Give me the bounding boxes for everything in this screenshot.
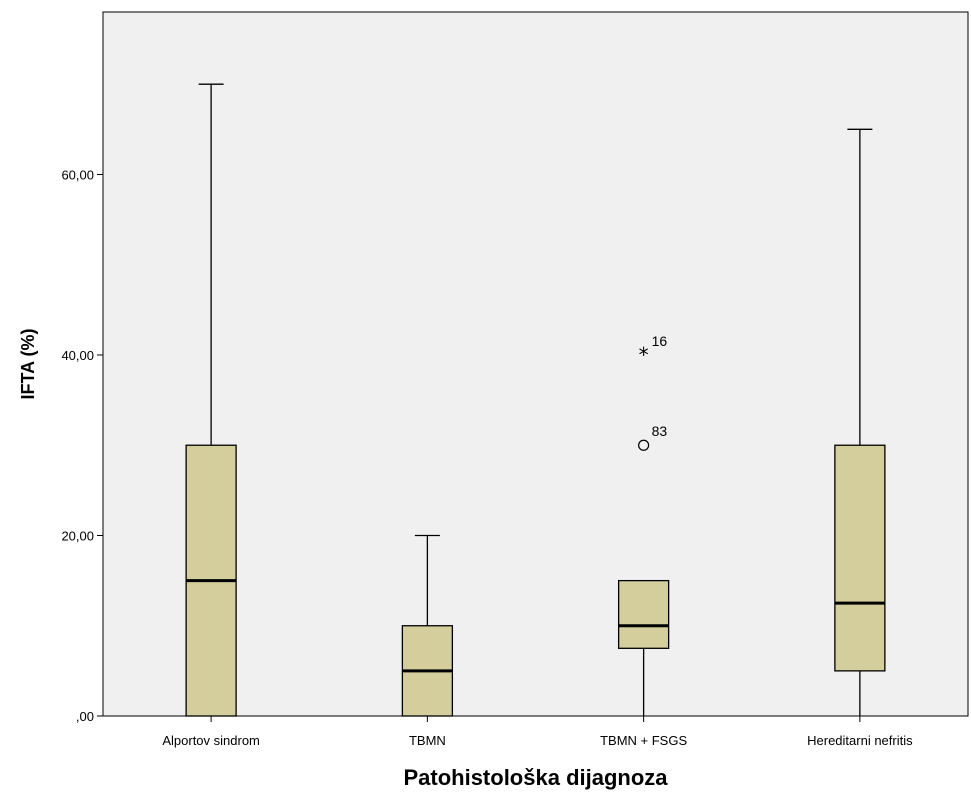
x-tick-label: Alportov sindrom <box>162 733 260 748</box>
outliers-layer: *16 83 <box>638 333 668 451</box>
y-tick-label: 40,00 <box>61 348 94 363</box>
x-axis-title: Patohistološka dijagnoza <box>403 765 668 790</box>
box <box>834 444 886 672</box>
box-group <box>401 534 454 717</box>
x-tick-label: TBMN + FSGS <box>600 733 687 748</box>
x-tick-label: Hereditarni nefritis <box>807 733 913 748</box>
box <box>617 579 670 649</box>
outlier-star: * <box>639 343 649 367</box>
y-tick-label: ,00 <box>76 709 94 724</box>
axes-layer: ,00 20,00 40,00 60,00 Alportov sindrom TBMN TB… <box>61 167 913 748</box>
box-group <box>185 83 237 717</box>
outlier-label: 16 <box>652 333 668 349</box>
box-group <box>834 128 886 716</box>
outlier-label: 83 <box>652 423 668 439</box>
plot-area <box>102 11 969 717</box>
x-tick-label: TBMN <box>409 733 446 748</box>
y-tick-label: 60,00 <box>61 167 94 182</box>
y-axis-title: IFTA (%) <box>18 329 38 400</box>
y-tick-label: 20,00 <box>61 528 94 543</box>
outlier-circle <box>638 439 650 451</box>
boxes-layer <box>185 83 886 717</box>
box-group <box>617 579 670 716</box>
